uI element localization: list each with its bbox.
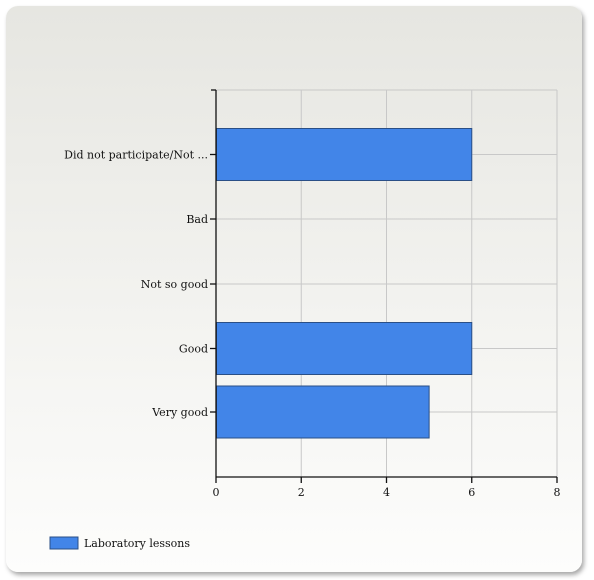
axes bbox=[210, 89, 558, 483]
legend: Laboratory lessons bbox=[49, 536, 190, 550]
bars bbox=[216, 128, 473, 439]
x-tick-label: 6 bbox=[468, 486, 475, 499]
y-tick-label: Very good bbox=[151, 406, 208, 419]
bar bbox=[216, 385, 430, 439]
bar bbox=[216, 128, 473, 181]
x-tick-label: 2 bbox=[298, 486, 305, 499]
legend-swatch bbox=[49, 536, 79, 550]
x-tick-label: 4 bbox=[383, 486, 390, 499]
y-tick-label: Not so good bbox=[141, 278, 208, 291]
x-tick-label: 8 bbox=[554, 486, 561, 499]
tick-labels: Did not participate/Not ... Bad Not so goo… bbox=[64, 149, 560, 500]
y-tick-label: Bad bbox=[186, 213, 208, 226]
x-tick-label: 0 bbox=[213, 486, 220, 499]
legend-label: Laboratory lessons bbox=[84, 537, 190, 550]
y-tick-label: Did not participate/Not ... bbox=[64, 149, 208, 162]
chart-panel bbox=[6, 6, 582, 572]
y-tick-label: Good bbox=[179, 343, 208, 356]
bar bbox=[216, 322, 473, 375]
